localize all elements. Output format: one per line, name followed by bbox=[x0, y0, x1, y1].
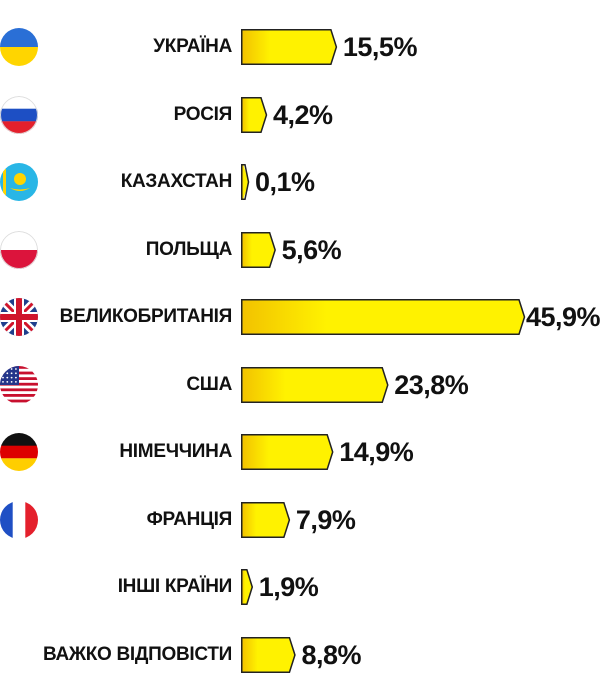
bar bbox=[241, 299, 525, 335]
france-flag-icon bbox=[0, 500, 38, 539]
bar-outline bbox=[241, 29, 338, 65]
bar-row: ПОЛЬЩА 5,6% bbox=[0, 225, 600, 275]
category-label: РОСІЯ bbox=[173, 103, 233, 125]
bar-outline bbox=[241, 434, 334, 470]
bar-outline bbox=[241, 501, 291, 538]
uk-flag-icon bbox=[0, 298, 38, 336]
bar-row: РОСІЯ 4,2% bbox=[0, 90, 600, 140]
value-label: 4,2% bbox=[272, 99, 333, 130]
category-label: КАЗАХСТАН bbox=[120, 171, 233, 192]
bar-row: КАЗАХСТАН 0,1% bbox=[0, 157, 600, 207]
bar-outline bbox=[241, 231, 276, 268]
category-label: ВЕЛИКОБРИТАНІЯ bbox=[59, 306, 233, 327]
germany-flag-icon bbox=[0, 433, 38, 471]
value-label: 15,5% bbox=[342, 32, 418, 62]
bar-outline bbox=[241, 96, 268, 133]
bar-outline bbox=[241, 366, 389, 403]
usa-flag-icon bbox=[0, 365, 38, 404]
poland-flag-icon bbox=[0, 230, 38, 269]
bar-row: ВАЖКО ВІДПОВІСТИ 8,8% bbox=[0, 630, 600, 680]
bar-row: ІНШІ КРАЇНИ 1,9% bbox=[0, 562, 600, 612]
ukraine-flag-icon bbox=[0, 28, 38, 66]
category-label: ВАЖКО ВІДПОВІСТИ bbox=[42, 643, 232, 665]
category-label: УКРАЇНА bbox=[153, 36, 232, 57]
value-label: 23,8% bbox=[394, 369, 469, 400]
value-label: 1,9% bbox=[258, 572, 319, 602]
bar-outline bbox=[241, 299, 526, 335]
value-label: 0,1% bbox=[255, 167, 315, 197]
category-label: США bbox=[186, 373, 232, 395]
category-label: ФРАНЦІЯ bbox=[146, 508, 233, 530]
value-label: 7,9% bbox=[295, 504, 356, 535]
bar-row: ФРАНЦІЯ 7,9% bbox=[0, 495, 600, 545]
bar-row: США 23,8% bbox=[0, 360, 600, 410]
bar-outline bbox=[241, 636, 296, 673]
bar-row: ВЕЛИКОБРИТАНІЯ 45,9% bbox=[0, 292, 600, 342]
value-label: 14,9% bbox=[339, 437, 414, 467]
kazakhstan-flag-icon bbox=[0, 163, 38, 201]
bar-row: УКРАЇНА 15,5% bbox=[0, 22, 600, 72]
category-label: ІНШІ КРАЇНИ bbox=[117, 576, 233, 597]
value-label: 5,6% bbox=[281, 234, 342, 265]
value-label: 8,8% bbox=[301, 639, 361, 670]
bar-outline bbox=[241, 164, 250, 200]
value-label: 45,9% bbox=[525, 302, 600, 332]
category-label: ПОЛЬЩА bbox=[145, 238, 233, 260]
russia-flag-icon bbox=[0, 95, 38, 134]
bar-row: НІМЕЧЧИНА 14,9% bbox=[0, 427, 600, 477]
bar-outline bbox=[241, 569, 254, 605]
category-label: НІМЕЧЧИНА bbox=[119, 441, 232, 462]
